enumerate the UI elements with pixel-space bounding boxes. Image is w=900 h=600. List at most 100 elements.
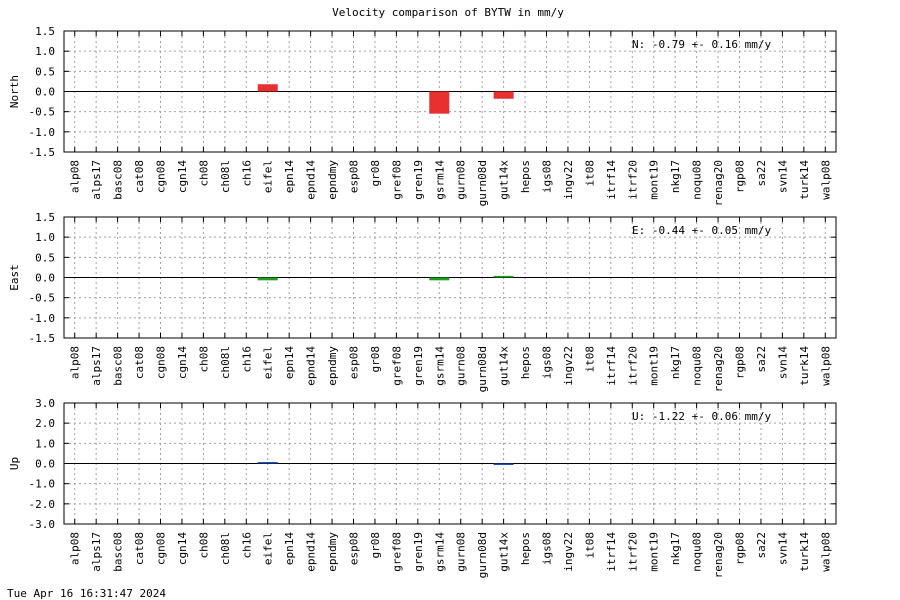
x-tick-label: ch16 (240, 346, 253, 373)
x-tick-label: cgn08 (155, 532, 168, 565)
x-tick-label: epn14 (283, 160, 296, 193)
y-tick-label: -1.0 (29, 126, 56, 139)
x-tick-label: igs08 (541, 346, 554, 379)
x-tick-label: turk14 (798, 532, 811, 572)
bar-gsrm14 (429, 91, 450, 114)
x-tick-label: svn14 (776, 160, 789, 193)
x-tick-label: gsrm14 (433, 160, 446, 200)
y-tick-label: 1.5 (35, 25, 55, 38)
x-tick-label: itrf20 (626, 346, 639, 386)
y-tick-label: -1.0 (29, 478, 56, 491)
plot-frame (63, 216, 837, 339)
x-tick-label: gr08 (369, 160, 382, 187)
x-tick-label: basc08 (112, 160, 125, 200)
x-tick-label: noqu08 (691, 346, 704, 386)
x-tick-label: alp08 (69, 160, 82, 193)
x-tick-label: mont19 (648, 160, 661, 200)
x-tick-label: turk14 (798, 160, 811, 200)
x-tick-label: epndmy (326, 160, 339, 200)
bar-eifel (257, 277, 278, 281)
velocity-annotation: U: -1.22 +- 0.06 mm/y (632, 410, 771, 423)
y-tick-label: 0.5 (35, 251, 55, 264)
x-tick-label: ch08l (219, 160, 232, 193)
y-tick-label: -2.0 (29, 498, 56, 511)
x-tick-label: gref08 (390, 532, 403, 572)
y-tick-label: -0.5 (29, 106, 56, 119)
x-tick-label: gref08 (390, 160, 403, 200)
x-tick-label: alp08 (69, 532, 82, 565)
y-tick-label: 0.5 (35, 65, 55, 78)
x-tick-label: gut14x (498, 346, 511, 386)
y-tick-label: 2.0 (35, 417, 55, 430)
bar-gsrm14 (429, 277, 450, 281)
x-tick-label: nkg17 (669, 532, 682, 565)
x-tick-label: turk14 (798, 346, 811, 386)
y-tick-label: 1.5 (35, 211, 55, 224)
x-tick-label: alp08 (69, 346, 82, 379)
x-tick-label: svn14 (776, 346, 789, 379)
x-tick-label: ingv22 (562, 160, 575, 200)
y-tick-label: 1.0 (35, 231, 55, 244)
x-tick-label: gren19 (412, 346, 425, 386)
x-tick-label: noqu08 (691, 160, 704, 200)
x-tick-label: epndmy (326, 346, 339, 386)
x-tick-label: it08 (583, 346, 596, 373)
x-tick-label: epnd14 (305, 346, 318, 386)
x-tick-label: cgn08 (155, 160, 168, 193)
x-tick-label: hepos (519, 532, 532, 565)
x-tick-label: esp08 (348, 532, 361, 565)
x-tick-label: renag20 (712, 532, 725, 578)
x-tick-label: sa22 (755, 532, 768, 559)
y-tick-label: 0.0 (35, 86, 55, 99)
x-tick-label: ch08l (219, 346, 232, 379)
x-tick-label: gurn08 (455, 160, 468, 200)
x-tick-label: cat08 (133, 346, 146, 379)
x-tick-label: igs08 (541, 532, 554, 565)
x-tick-label: epnd14 (305, 532, 318, 572)
y-tick-label: -0.5 (29, 292, 56, 305)
x-tick-label: alps17 (90, 346, 103, 386)
x-tick-label: sa22 (755, 346, 768, 373)
x-tick-label: gurn08d (476, 532, 489, 578)
x-tick-label: cgn14 (176, 160, 189, 193)
x-tick-label: itrf14 (605, 346, 618, 386)
y-tick-label: -1.0 (29, 312, 56, 325)
x-tick-label: gsrm14 (433, 346, 446, 386)
x-tick-label: nkg17 (669, 346, 682, 379)
velocity-annotation: E: -0.44 +- 0.05 mm/y (632, 224, 771, 237)
x-tick-label: eifel (262, 160, 275, 193)
x-tick-label: gsrm14 (433, 532, 446, 572)
x-tick-label: ch16 (240, 532, 253, 559)
x-tick-label: nkg17 (669, 160, 682, 193)
x-tick-label: gut14x (498, 532, 511, 572)
y-tick-label: 0.0 (35, 458, 55, 471)
y-tick-label: 3.0 (35, 397, 55, 410)
x-tick-label: gurn08 (455, 346, 468, 386)
bar-eifel (257, 84, 278, 92)
x-tick-label: itrf20 (626, 532, 639, 572)
y-tick-label: 1.0 (35, 437, 55, 450)
x-tick-label: alps17 (90, 160, 103, 200)
x-tick-label: esp08 (348, 346, 361, 379)
velocity-annotation: N: -0.79 +- 0.16 mm/y (632, 38, 771, 51)
bar-gut14x (493, 463, 514, 465)
x-tick-label: igs08 (541, 160, 554, 193)
bar-gut14x (493, 275, 514, 278)
x-tick-label: it08 (583, 532, 596, 559)
x-tick-label: eifel (262, 346, 275, 379)
x-tick-label: esp08 (348, 160, 361, 193)
x-tick-label: renag20 (712, 160, 725, 206)
x-tick-label: alps17 (90, 532, 103, 572)
x-tick-label: ingv22 (562, 346, 575, 386)
x-tick-label: hepos (519, 346, 532, 379)
x-tick-label: mont19 (648, 532, 661, 572)
y-axis-label: East (8, 264, 21, 291)
x-tick-label: epnd14 (305, 160, 318, 200)
bar-gut14x (493, 91, 514, 99)
x-tick-label: basc08 (112, 346, 125, 386)
x-tick-label: hepos (519, 160, 532, 193)
x-tick-label: noqu08 (691, 532, 704, 572)
x-tick-label: gurn08 (455, 532, 468, 572)
x-tick-label: gurn08d (476, 346, 489, 392)
x-tick-label: cgn14 (176, 532, 189, 565)
